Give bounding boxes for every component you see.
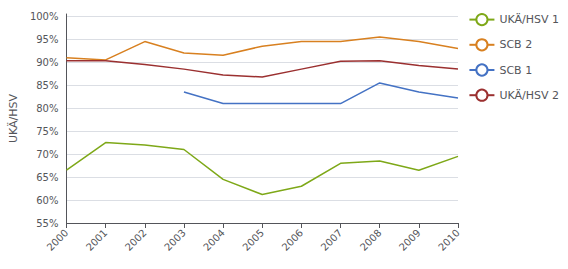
- svg-text:75%: 75%: [36, 126, 58, 137]
- svg-text:2010: 2010: [436, 227, 462, 253]
- svg-text:95%: 95%: [36, 34, 58, 45]
- svg-text:2008: 2008: [358, 227, 384, 253]
- svg-text:65%: 65%: [36, 172, 58, 183]
- svg-text:2000: 2000: [45, 227, 71, 253]
- svg-text:85%: 85%: [36, 80, 58, 91]
- svg-text:SCB 2: SCB 2: [499, 38, 532, 51]
- svg-text:UKÄ/HSV 2: UKÄ/HSV 2: [499, 89, 559, 102]
- svg-text:55%: 55%: [36, 218, 58, 229]
- svg-text:100%: 100%: [30, 11, 59, 22]
- svg-text:60%: 60%: [36, 195, 58, 206]
- svg-text:SCB 1: SCB 1: [499, 64, 532, 77]
- svg-text:2006: 2006: [280, 227, 306, 253]
- svg-text:2003: 2003: [162, 227, 188, 253]
- svg-text:2001: 2001: [84, 227, 110, 253]
- svg-text:70%: 70%: [36, 149, 58, 160]
- svg-text:UKÄ/HSV 1: UKÄ/HSV 1: [499, 13, 559, 26]
- svg-text:2004: 2004: [201, 227, 227, 253]
- svg-text:2005: 2005: [240, 227, 266, 253]
- svg-text:2002: 2002: [123, 227, 149, 253]
- svg-text:UKÄ/HSV: UKÄ/HSV: [7, 93, 20, 143]
- svg-text:90%: 90%: [36, 57, 58, 68]
- svg-text:2007: 2007: [319, 227, 345, 253]
- svg-text:2009: 2009: [397, 227, 423, 253]
- svg-text:80%: 80%: [36, 103, 58, 114]
